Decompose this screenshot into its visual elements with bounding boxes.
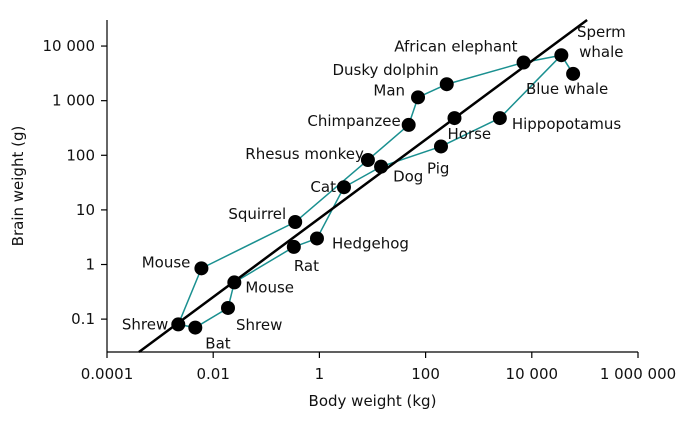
point-label: Rat xyxy=(294,257,319,275)
point-label: Hedgehog xyxy=(332,234,409,252)
data-point xyxy=(401,117,416,132)
connector-line xyxy=(367,124,410,161)
data-point xyxy=(411,90,426,105)
connector-line xyxy=(343,165,382,188)
x-tick-label: 10 000 xyxy=(506,365,559,383)
point-label: Hippopotamus xyxy=(512,115,622,133)
data-point xyxy=(492,111,507,126)
point-label: Dog xyxy=(393,168,423,186)
x-ticks: 0.0001 0.01 1 100 10 000 1 000 000 xyxy=(81,352,676,383)
point-label: Man xyxy=(373,81,405,99)
data-point xyxy=(221,300,236,315)
axes xyxy=(106,20,638,353)
point-label: Cat xyxy=(310,178,336,196)
data-point xyxy=(516,55,531,70)
y-tick-label: 10 xyxy=(76,201,95,219)
point-label: Squirrel xyxy=(228,205,286,223)
connector-line xyxy=(440,117,501,148)
data-point xyxy=(336,180,351,195)
point-label: African elephant xyxy=(394,37,517,55)
data-point xyxy=(374,159,389,174)
y-tick-label: 1 000 xyxy=(52,92,95,110)
data-point xyxy=(194,261,209,276)
data-point xyxy=(288,215,303,230)
point-label: Horse xyxy=(447,125,491,143)
point-label: Bat xyxy=(205,335,230,353)
point-label: Mouse xyxy=(142,253,191,271)
data-point xyxy=(171,317,186,332)
point-label: Sperm whale xyxy=(577,23,626,61)
trend-line xyxy=(138,18,588,354)
connector-line xyxy=(233,246,295,284)
point-label: Shrew xyxy=(236,316,282,334)
y-tick-label: 1 xyxy=(85,256,95,274)
y-ticks: 0.1 1 10 100 1 000 10 000 xyxy=(43,37,107,328)
connector-line xyxy=(380,145,442,168)
connector-line xyxy=(446,61,524,85)
data-point xyxy=(554,48,569,63)
x-tick-label: 0.0001 xyxy=(81,365,134,383)
trend-line-group xyxy=(138,18,588,354)
y-tick-label: 100 xyxy=(66,146,95,164)
x-tick-label: 1 000 000 xyxy=(600,365,676,383)
data-point xyxy=(286,239,301,254)
data-point xyxy=(227,275,242,290)
connector-line xyxy=(201,221,296,270)
y-axis-label: Brain weight (g) xyxy=(9,126,27,247)
data-point xyxy=(566,66,581,81)
data-point xyxy=(447,111,462,126)
point-label: Dusky dolphin xyxy=(332,61,438,79)
y-tick-label: 10 000 xyxy=(43,37,96,55)
data-point xyxy=(434,139,449,154)
y-tick-label: 0.1 xyxy=(71,310,95,328)
data-point xyxy=(439,77,454,92)
data-point xyxy=(309,231,324,246)
data-point xyxy=(360,152,375,167)
connector-line xyxy=(499,54,562,119)
x-axis-label: Body weight (kg) xyxy=(309,392,437,410)
point-label: Chimpanzee xyxy=(307,112,400,130)
x-tick-label: 0.01 xyxy=(196,365,229,383)
connector-line xyxy=(294,159,369,223)
connector-line xyxy=(177,268,203,325)
data-point xyxy=(188,320,203,335)
x-tick-label: 100 xyxy=(411,365,440,383)
x-tick-label: 1 xyxy=(315,365,325,383)
point-label: Blue whale xyxy=(526,80,608,98)
data-points xyxy=(171,48,581,335)
point-label: Rhesus monkey xyxy=(245,145,364,163)
connector-line xyxy=(316,186,345,239)
point-label: Pig xyxy=(427,159,449,177)
point-label: Shrew xyxy=(122,315,168,333)
point-label: Mouse xyxy=(245,278,294,296)
